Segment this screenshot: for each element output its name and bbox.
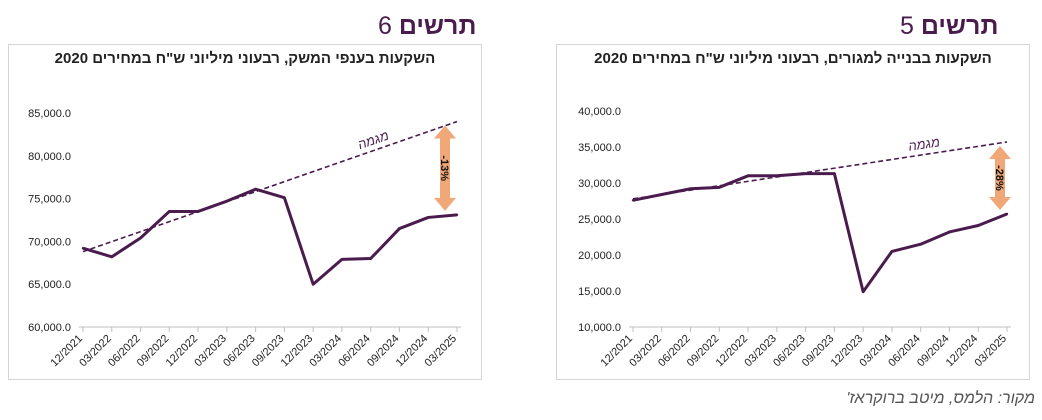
data-point <box>833 172 836 175</box>
data-point <box>977 224 980 227</box>
y-tick-label: 80,000.0 <box>28 151 71 163</box>
data-point <box>398 227 401 230</box>
data-point <box>746 174 750 177</box>
y-tick-label: 40,000.0 <box>578 106 621 118</box>
x-tick-label: 03/2025 <box>973 333 1010 370</box>
source-note: מקור: הלמס, מיטב ברוקראז' <box>846 390 1035 407</box>
chart-canvas: 10,000.0 15,000.0 20,000.0 25,000.0 30,000.0… <box>578 106 1011 370</box>
data-point <box>225 199 229 203</box>
data-point <box>168 210 171 213</box>
data-point <box>919 243 922 246</box>
gap-arrow <box>989 145 1011 210</box>
figure-heading-left: תרשים 6 <box>378 12 476 41</box>
trend-line <box>82 120 458 253</box>
data-point <box>948 230 951 234</box>
x-tick-label: 03/2025 <box>423 333 460 370</box>
y-tick-label: 75,000.0 <box>28 194 71 206</box>
data-point <box>254 187 257 191</box>
data-point <box>775 174 779 177</box>
data-point <box>110 255 113 259</box>
gap-percent-label: -13% <box>438 155 450 181</box>
chart-panel-left: השקעות בענפי המשק, רבעוני מיליוני ש"ח במ… <box>8 44 482 380</box>
y-tick-label: 60,000.0 <box>28 322 71 334</box>
data-point <box>1005 212 1009 216</box>
chart-title: השקעות בענפי המשק, רבעוני מיליוני ש"ח במ… <box>54 50 436 67</box>
data-point <box>631 199 635 202</box>
data-point <box>311 283 315 286</box>
figure-number: 6 <box>378 12 392 40</box>
figure-number: 5 <box>900 12 914 40</box>
y-tick-label: 15,000.0 <box>578 286 621 298</box>
y-tick-label: 35,000.0 <box>578 142 621 154</box>
data-point <box>139 236 142 240</box>
gap-arrow <box>434 125 456 211</box>
series-line <box>82 187 458 286</box>
data-point <box>340 258 344 261</box>
y-tick-label: 70,000.0 <box>28 236 71 248</box>
data-point <box>283 196 286 199</box>
trend-line <box>632 141 1008 200</box>
figure-word: תרשים <box>398 12 477 40</box>
data-point <box>369 257 372 260</box>
data-point <box>660 193 663 196</box>
series-line <box>632 172 1008 294</box>
y-tick-label: 30,000.0 <box>578 178 621 190</box>
figure-heading-right: תרשים 5 <box>900 12 998 41</box>
y-tick-label: 65,000.0 <box>28 279 71 291</box>
data-point <box>718 186 721 189</box>
y-tick-label: 10,000.0 <box>578 322 621 334</box>
y-tick-label: 20,000.0 <box>578 250 621 262</box>
data-point <box>196 210 200 213</box>
y-tick-label: 25,000.0 <box>578 214 621 226</box>
y-tick-label: 85,000.0 <box>28 108 71 120</box>
data-point <box>689 187 692 190</box>
chart-canvas: 60,000.0 65,000.0 70,000.0 75,000.0 80,000.0… <box>28 108 461 370</box>
data-point <box>890 250 894 253</box>
data-point <box>861 290 865 293</box>
figure-word: תרשים <box>920 12 999 40</box>
data-point <box>427 216 430 219</box>
trend-label: מגמה <box>907 134 941 154</box>
chart-panel-right: השקעות בבנייה למגורים, רבעוני מיליוני ש"… <box>556 44 1030 380</box>
chart-title: השקעות בבנייה למגורים, רבעוני מיליוני ש"… <box>594 50 992 67</box>
data-point <box>455 213 459 217</box>
gap-percent-label: -28% <box>993 165 1005 191</box>
data-point <box>804 172 807 175</box>
data-point <box>81 247 85 250</box>
trend-label: מגמה <box>356 128 391 153</box>
